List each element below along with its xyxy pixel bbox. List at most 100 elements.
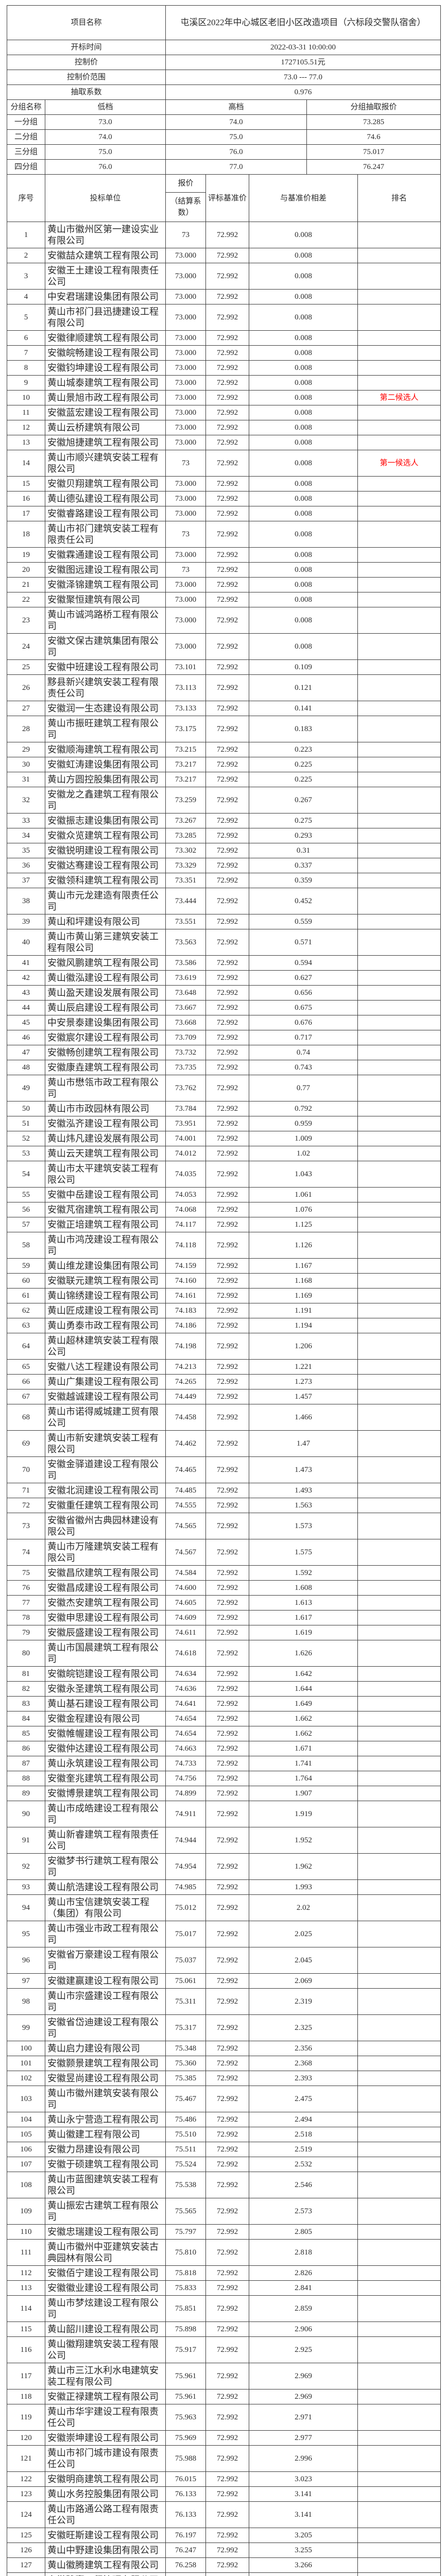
cell-bidder: 黄山市祁门县迅捷建设工程有限公司	[44, 304, 166, 331]
cell-rank	[357, 2127, 441, 2142]
cell-benchmark: 72.992	[205, 1456, 250, 1483]
cell-bidder: 安徽锐明建设工程有限公司	[44, 843, 166, 858]
cell-serial: 109	[7, 2198, 45, 2225]
cell-diff: 1.167	[249, 1258, 358, 1274]
bid-row: 106 安徽力昂建设有限公司 75.511 72.992 2.519	[7, 2142, 441, 2157]
cell-diff: 0.675	[249, 1000, 358, 1015]
cell-price: 74.555	[165, 1498, 207, 1513]
bid-row: 19 安徽霖通建设工程有限公司 73.000 72.992 0.008	[7, 547, 441, 563]
cell-serial: 68	[7, 1404, 45, 1431]
cell-serial: 70	[7, 1456, 45, 1483]
cell-price: 73.133	[165, 701, 207, 716]
bid-row: 75 安徽昌欣建筑工程有限公司 74.584 72.992 1.592	[7, 1565, 441, 1581]
bid-row: 64 黄山超林建筑安装工程有限公司 74.198 72.992 1.206	[7, 1333, 441, 1360]
cell-diff: 0.959	[249, 1116, 358, 1131]
group-high: 74.0	[165, 114, 307, 130]
cell-serial: 8	[7, 360, 45, 376]
cell-diff: 2.045	[249, 1947, 358, 1974]
cell-bidder: 黄山市黄山第三建筑安装工程有限公司	[44, 929, 166, 956]
bid-row: 86 安徽仲达建设工程有限公司 74.663 72.992 1.671	[7, 1741, 441, 1756]
cell-benchmark: 72.992	[205, 2157, 250, 2172]
cell-benchmark: 72.992	[205, 2445, 250, 2472]
cell-rank	[357, 222, 441, 248]
cell-benchmark: 72.992	[205, 1116, 250, 1131]
bid-row: 92 安徽梦书行建筑工程有限公司 74.954 72.992 1.962	[7, 1853, 441, 1880]
cell-serial: 25	[7, 659, 45, 675]
group-quote: 74.6	[306, 129, 441, 145]
cell-diff: 1.061	[249, 1187, 358, 1202]
cell-diff: 0.008	[249, 521, 358, 548]
cell-rank	[357, 1075, 441, 1101]
cell-bidder: 安徽泓齐建设工程有限公司	[44, 1116, 166, 1131]
cell-serial: 122	[7, 2471, 45, 2487]
cell-benchmark: 72.992	[205, 787, 250, 814]
cell-rank	[357, 2543, 441, 2558]
cell-price: 73	[165, 222, 207, 248]
bid-row: 67 安徽越诚建设工程有限公司 74.449 72.992 1.457	[7, 1389, 441, 1404]
bid-row: 123 黄山水务控股集团有限公司 76.133 72.992 3.141	[7, 2486, 441, 2502]
cell-bidder: 黄山方圆控股集团有限公司	[44, 772, 166, 787]
cell-rank	[357, 1258, 441, 1274]
cell-benchmark: 72.992	[205, 1374, 250, 1389]
cell-benchmark: 72.992	[205, 2224, 250, 2240]
cell-serial: 3	[7, 263, 45, 290]
cell-benchmark: 72.992	[205, 375, 250, 391]
cell-price: 73.000	[165, 577, 207, 592]
cell-price: 73.000	[165, 592, 207, 607]
cell-diff: 2.475	[249, 2086, 358, 2112]
cell-benchmark: 72.992	[205, 1640, 250, 1667]
cell-bidder: 黄山基石建设工程有限公司	[44, 1696, 166, 1711]
cell-benchmark: 72.992	[205, 955, 250, 971]
cell-bidder: 安徽文保古建筑集团有限公司	[44, 633, 166, 660]
bid-row: 103 黄山市徽州建筑安装有限公司 75.467 72.992 2.475	[7, 2086, 441, 2112]
cell-rank	[357, 2265, 441, 2281]
cell-price: 73.735	[165, 1060, 207, 1075]
cell-benchmark: 72.992	[205, 2265, 250, 2281]
cell-price: 74.118	[165, 1232, 207, 1259]
bid-row: 31 黄山方圆控股集团有限公司 73.217 72.992 0.225	[7, 772, 441, 787]
cell-benchmark: 72.992	[205, 1232, 250, 1259]
cell-bidder: 黄山市徽州区第一建设实业有限公司	[44, 222, 166, 248]
cell-diff: 0.008	[249, 607, 358, 634]
cell-rank	[357, 2363, 441, 2389]
cell-bidder: 安徽霖通建设工程有限公司	[44, 547, 166, 563]
cell-rank	[357, 1389, 441, 1404]
cell-benchmark: 72.992	[205, 2127, 250, 2142]
cell-serial: 40	[7, 929, 45, 956]
cell-price: 75.898	[165, 2321, 207, 2337]
cell-bidder: 安徽仲达建设工程有限公司	[44, 1741, 166, 1756]
cell-rank	[357, 1666, 441, 1682]
cell-rank	[357, 757, 441, 772]
cell-serial: 49	[7, 1075, 45, 1101]
cell-rank	[357, 1000, 441, 1015]
cell-serial: 81	[7, 1666, 45, 1682]
cell-rank	[357, 1060, 441, 1075]
cell-bidder: 安徽杰安建筑工程有限公司	[44, 1595, 166, 1611]
cell-serial: 99	[7, 2014, 45, 2041]
cell-diff: 0.121	[249, 674, 358, 701]
cell-serial: 39	[7, 914, 45, 929]
cell-bidder: 安徽王土建设工程有限责任公司	[44, 263, 166, 290]
cell-benchmark: 72.992	[205, 1131, 250, 1146]
cell-benchmark: 72.992	[205, 2071, 250, 2086]
cell-rank	[357, 1146, 441, 1161]
bid-row: 126 黄山中野建设集团有限公司 76.247 72.992 3.255	[7, 2543, 441, 2558]
cell-diff: 0.008	[249, 345, 358, 361]
cell-serial: 74	[7, 1539, 45, 1566]
cell-serial: 73	[7, 1513, 45, 1539]
cell-price: 76.133	[165, 2486, 207, 2502]
bid-row: 59 黄山维龙建设集团有限公司 74.159 72.992 1.167	[7, 1258, 441, 1274]
cell-bidder: 黄山市鸿茂建设工程有限公司	[44, 1232, 166, 1259]
cell-serial: 100	[7, 2041, 45, 2056]
cell-diff: 1.126	[249, 1232, 358, 1259]
cell-bidder: 安徽昱尚建设工程有限公司	[44, 2071, 166, 2086]
cell-benchmark: 72.992	[205, 1333, 250, 1360]
cell-diff: 1.764	[249, 1771, 358, 1786]
group-name: 二分组	[7, 129, 45, 145]
cell-serial: 64	[7, 1333, 45, 1360]
bid-rows: 1 黄山市徽州区第一建设实业有限公司 73 72.992 0.008 2 安徽喆众建筑工程有…	[7, 222, 441, 2576]
cell-diff: 0.275	[249, 813, 358, 828]
cell-serial: 43	[7, 985, 45, 1001]
bid-row: 104 黄山永宁营造工程有限公司 75.486 72.992 2.494	[7, 2112, 441, 2127]
cell-benchmark: 72.992	[205, 304, 250, 331]
